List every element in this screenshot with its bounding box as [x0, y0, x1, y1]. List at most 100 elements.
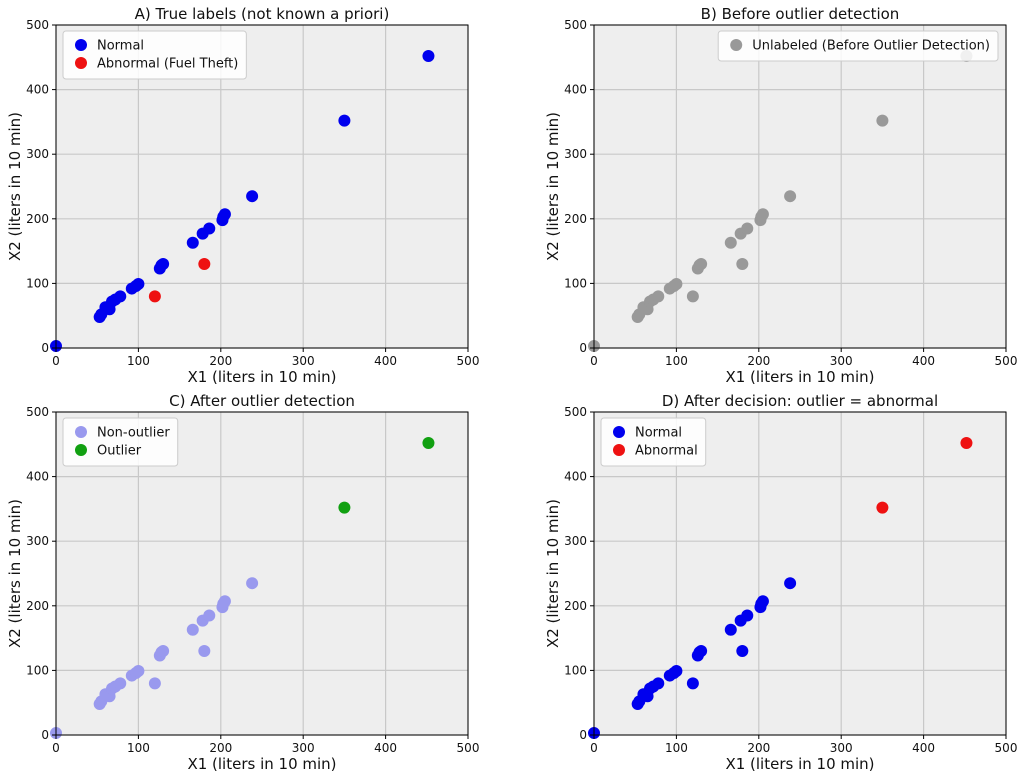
data-point: [670, 278, 683, 291]
x-tick-label: 300: [292, 354, 315, 368]
y-tick-label: 300: [564, 534, 587, 548]
y-tick-label: 0: [579, 341, 587, 355]
panel-d-legend: Normal Abnormal: [600, 417, 707, 467]
data-point: [876, 114, 889, 127]
tick-labels: 00 100 100 200 200 300 300 400 400 500 500: [564, 18, 1017, 368]
legend-box: [717, 30, 999, 62]
panel-a-xlabel: X1 (liters in 10 min): [187, 368, 336, 386]
panel-a: 00 100 100 200 200 300 300 400 400 500 500 A) True…: [6, 5, 479, 386]
y-tick-label: 100: [564, 276, 587, 290]
y-tick-label: 500: [26, 18, 49, 32]
panel-c-legend: Non-outlier Outlier: [62, 417, 179, 467]
y-tick-label: 500: [564, 405, 587, 419]
x-tick-label: 0: [52, 741, 60, 755]
y-tick-label: 0: [41, 341, 49, 355]
y-tick-label: 400: [26, 83, 49, 97]
legend-label: Unlabeled (Before Outlier Detection): [752, 39, 990, 54]
data-point: [338, 501, 351, 514]
data-point: [148, 290, 161, 303]
legend-marker: [75, 426, 87, 438]
y-tick-label: 100: [26, 276, 49, 290]
data-point: [876, 501, 889, 514]
legend-marker: [75, 444, 87, 456]
panel-b-legend: Unlabeled (Before Outlier Detection): [717, 30, 999, 62]
x-tick-label: 200: [209, 354, 232, 368]
panel-c-title: C) After outlier detection: [169, 392, 355, 410]
y-tick-label: 200: [564, 599, 587, 613]
panel-d-xlabel: X1 (liters in 10 min): [725, 755, 874, 773]
legend-box: [62, 30, 247, 80]
legend-marker: [75, 39, 87, 51]
y-tick-label: 0: [579, 728, 587, 742]
data-point: [218, 595, 231, 608]
legend-box: [62, 417, 179, 467]
x-tick-label: 100: [665, 741, 688, 755]
data-point: [157, 258, 170, 271]
x-tick-label: 300: [830, 741, 853, 755]
panel-c-ylabel: X2 (liters in 10 min): [6, 499, 24, 648]
data-point: [218, 208, 231, 221]
y-tick-label: 500: [564, 18, 587, 32]
data-point: [246, 190, 259, 203]
data-point: [132, 278, 145, 291]
data-point: [756, 208, 769, 221]
data-point: [148, 677, 161, 690]
data-point: [724, 236, 737, 249]
x-tick-label: 500: [995, 741, 1018, 755]
panel-a-ylabel: X2 (liters in 10 min): [6, 112, 24, 261]
panel-c-xlabel: X1 (liters in 10 min): [187, 755, 336, 773]
y-tick-label: 400: [564, 470, 587, 484]
x-tick-label: 100: [665, 354, 688, 368]
x-tick-label: 0: [52, 354, 60, 368]
panel-d-ylabel: X2 (liters in 10 min): [544, 499, 562, 648]
data-point: [652, 677, 665, 690]
tick-labels: 00 100 100 200 200 300 300 400 400 500 500: [564, 405, 1017, 755]
x-tick-label: 100: [127, 741, 150, 755]
data-point: [741, 609, 754, 622]
panel-b-ylabel: X2 (liters in 10 min): [544, 112, 562, 261]
data-point: [203, 609, 216, 622]
panel-c: 00 100 100 200 200 300 300 400 400 500 500 C) Afte…: [6, 392, 479, 773]
legend-marker: [613, 444, 625, 456]
data-point: [203, 222, 216, 235]
legend-label: Abnormal: [635, 444, 698, 459]
tick-labels: 00 100 100 200 200 300 300 400 400 500 500: [26, 18, 479, 368]
x-tick-label: 300: [292, 741, 315, 755]
y-tick-label: 400: [26, 470, 49, 484]
panel-b-title: B) Before outlier detection: [701, 5, 900, 23]
y-tick-label: 300: [26, 534, 49, 548]
tick-labels: 00 100 100 200 200 300 300 400 400 500 500: [26, 405, 479, 755]
data-point: [114, 290, 127, 303]
y-tick-label: 0: [41, 728, 49, 742]
data-point: [784, 190, 797, 203]
x-tick-label: 200: [747, 741, 770, 755]
y-tick-label: 400: [564, 83, 587, 97]
x-tick-label: 500: [457, 741, 480, 755]
legend-box: [600, 417, 707, 467]
y-tick-label: 200: [26, 599, 49, 613]
data-point: [686, 677, 699, 690]
legend-marker: [730, 39, 743, 51]
panel-d: 00 100 100 200 200 300 300 400 400 500 500 D) Afte…: [544, 392, 1017, 773]
y-tick-label: 200: [26, 212, 49, 226]
plot-frame: [55, 24, 469, 349]
panel-b-xlabel: X1 (liters in 10 min): [725, 368, 874, 386]
panel-a-legend: Normal Abnormal (Fuel Theft): [62, 30, 247, 80]
data-point: [736, 645, 749, 658]
data-point: [198, 645, 211, 658]
legend-label: Abnormal (Fuel Theft): [97, 57, 238, 72]
data-point: [695, 645, 708, 658]
data-point: [652, 290, 665, 303]
x-tick-label: 400: [912, 741, 935, 755]
legend-label: Normal: [635, 426, 682, 441]
scatter-points: [588, 437, 973, 740]
data-point: [686, 290, 699, 303]
plot-frame: [593, 24, 1007, 349]
x-tick-label: 200: [209, 741, 232, 755]
x-tick-label: 300: [830, 354, 853, 368]
y-tick-label: 100: [564, 663, 587, 677]
data-point: [784, 577, 797, 590]
x-tick-label: 400: [374, 354, 397, 368]
data-point: [186, 236, 199, 249]
